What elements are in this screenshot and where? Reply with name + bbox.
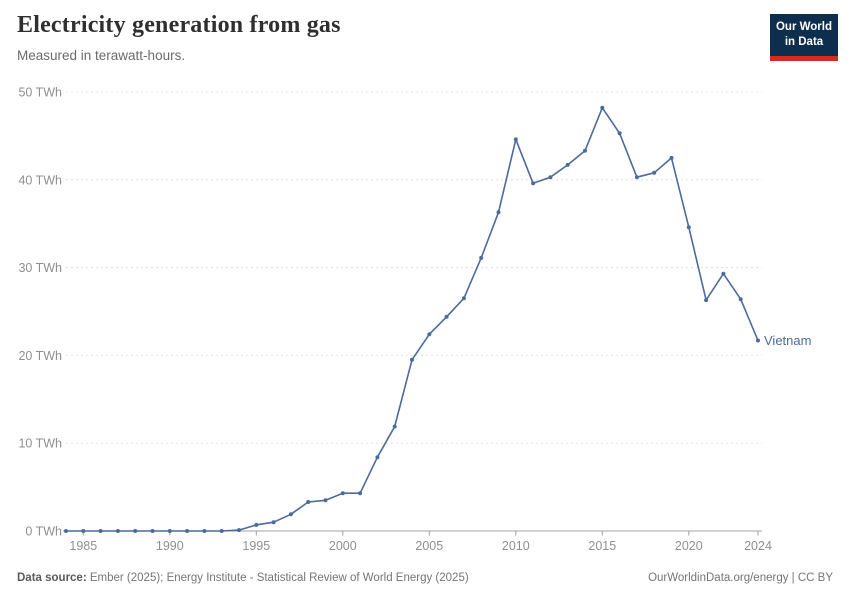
owid-logo-line2: in Data <box>784 35 824 48</box>
chart-title: Electricity generation from gas <box>17 12 341 38</box>
data-point <box>115 529 120 533</box>
data-point <box>133 529 138 533</box>
data-point <box>81 529 86 533</box>
data-point <box>617 131 622 136</box>
data-point <box>669 155 674 160</box>
data-point <box>150 529 155 533</box>
data-point <box>461 296 466 301</box>
x-tick-label: 2010 <box>502 539 530 553</box>
x-tick-label: 2020 <box>675 539 703 553</box>
entity-label: Vietnam <box>764 333 811 348</box>
data-point <box>271 520 276 525</box>
data-point <box>634 175 639 180</box>
y-tick-label: 10 TWh <box>18 437 62 451</box>
x-tick-label: 2000 <box>329 539 357 553</box>
chart-subtitle: Measured in terawatt-hours. <box>17 48 186 63</box>
data-point <box>513 137 518 142</box>
data-point <box>306 500 311 504</box>
data-point <box>531 181 536 186</box>
data-point <box>583 148 587 153</box>
data-point <box>323 498 328 503</box>
x-tick-label: 2024 <box>744 539 772 553</box>
x-tick-label: 1985 <box>69 539 97 553</box>
data-point <box>98 529 103 533</box>
data-source-label: Data source: <box>17 572 87 584</box>
data-point <box>600 105 605 110</box>
data-point <box>64 529 68 533</box>
data-point <box>358 491 363 496</box>
x-tick-label: 2005 <box>415 539 443 553</box>
data-point <box>548 175 553 180</box>
owid-logo-line1: Our World <box>775 21 832 33</box>
owid-url-license[interactable]: OurWorldinData.org/energy | CC BY <box>648 572 833 584</box>
data-point <box>479 255 484 260</box>
y-tick-label: 50 TWh <box>18 86 62 100</box>
data-point <box>496 210 501 215</box>
data-point <box>444 314 449 319</box>
y-tick-label: 40 TWh <box>18 173 62 187</box>
data-source-text: Ember (2025); Energy Institute - Statist… <box>86 572 469 584</box>
data-point <box>721 271 726 276</box>
data-point <box>167 529 172 533</box>
data-point <box>427 332 432 337</box>
data-point <box>738 297 743 302</box>
y-tick-label: 20 TWh <box>18 349 62 363</box>
data-point <box>202 529 207 533</box>
data-point <box>652 170 657 175</box>
owid-logo[interactable]: Our World in Data <box>770 14 838 61</box>
data-point <box>756 338 760 343</box>
data-point <box>565 162 570 167</box>
data-point <box>288 512 293 517</box>
y-tick-label: 30 TWh <box>18 261 62 275</box>
data-point <box>410 357 414 362</box>
data-point <box>392 424 397 429</box>
data-point <box>704 298 709 303</box>
data-point <box>340 491 345 496</box>
data-point <box>254 522 259 527</box>
data-point <box>219 529 224 533</box>
data-point <box>375 455 380 460</box>
data-point <box>185 529 190 533</box>
y-tick-label: 0 TWh <box>25 525 62 539</box>
data-point <box>237 528 241 533</box>
data-source: Data source: Ember (2025); Energy Instit… <box>17 572 469 584</box>
x-tick-label: 2015 <box>588 539 616 553</box>
x-tick-label: 1995 <box>242 539 270 553</box>
data-point <box>686 225 691 230</box>
x-tick-label: 1990 <box>156 539 184 553</box>
